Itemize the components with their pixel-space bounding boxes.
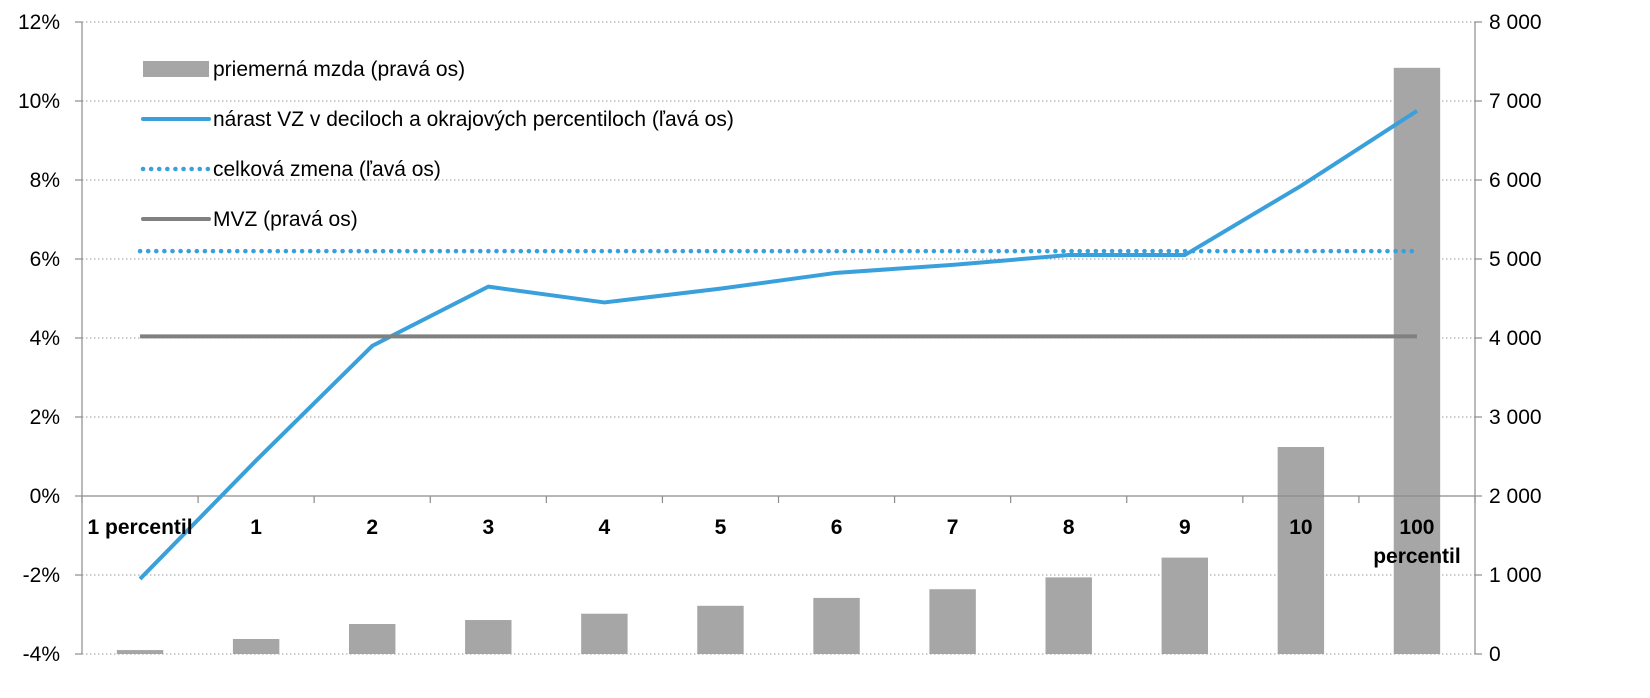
left-tick-label: 4% [30, 327, 60, 350]
category-label: 3 [482, 516, 494, 539]
category-label: 1 percentil [88, 516, 193, 539]
right-tick-label: 6 000 [1489, 169, 1542, 192]
legend-swatch [143, 61, 209, 77]
left-tick-label: -2% [23, 564, 60, 587]
legend: priemerná mzda (pravá os) nárast VZ v dec… [140, 58, 734, 231]
category-label: 4 [599, 516, 611, 539]
bar [929, 589, 976, 654]
right-tick-label: 8 000 [1489, 11, 1542, 34]
left-tick-label: 2% [30, 406, 60, 429]
category-label: percentil [1373, 545, 1461, 568]
bar [1393, 67, 1441, 654]
left-tick-label: 12% [18, 11, 60, 34]
category-label: 10 [1289, 516, 1312, 539]
right-tick-label: 3 000 [1489, 406, 1542, 429]
bar [1277, 447, 1325, 654]
bar [348, 623, 396, 654]
category-label: 100 [1399, 516, 1434, 539]
left-tick-label: 0% [30, 485, 60, 508]
left-tick-label: 8% [30, 169, 60, 192]
right-tick-label: 5 000 [1489, 248, 1542, 271]
legend-label: celková zmena (ľavá os) [213, 158, 441, 181]
legend-label: MVZ (pravá os) [213, 208, 358, 231]
category-label: 1 [250, 516, 262, 539]
axes [75, 21, 1482, 655]
right-tick-label: 7 000 [1489, 90, 1542, 113]
right-tick-label: 4 000 [1489, 327, 1542, 350]
bar [1045, 577, 1092, 654]
bar [697, 605, 744, 654]
right-tick-label: 2 000 [1489, 485, 1542, 508]
category-label: 9 [1179, 516, 1191, 539]
bar [232, 638, 280, 654]
category-label: 5 [715, 516, 727, 539]
right-tick-label: 0 [1489, 643, 1501, 666]
left-tick-label: 6% [30, 248, 60, 271]
category-label: 2 [366, 516, 378, 539]
gridlines [82, 21, 1475, 576]
bars-priemerna-mzda [116, 67, 1441, 654]
category-label: 8 [1063, 516, 1075, 539]
right-tick-label: 1 000 [1489, 564, 1542, 587]
lines [137, 109, 1420, 581]
legend-label: priemerná mzda (pravá os) [213, 58, 465, 81]
bar [465, 620, 512, 654]
bar [813, 597, 860, 654]
bar [1161, 557, 1209, 654]
bar [116, 650, 164, 654]
category-label: 7 [947, 516, 959, 539]
bar [581, 613, 628, 654]
tick-labels: -4% -2% 0% 2% 4% 6% 8% 10% 12% 0 1 000 2 000 3 000 4 … [18, 11, 1542, 666]
category-label: 6 [831, 516, 843, 539]
legend-label: nárast VZ v deciloch a okrajových percen… [213, 108, 734, 131]
left-tick-label: 10% [18, 90, 60, 113]
left-tick-label: -4% [23, 643, 60, 666]
series-line-1 [138, 109, 1419, 581]
